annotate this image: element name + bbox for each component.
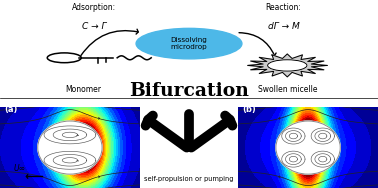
- Polygon shape: [248, 54, 327, 77]
- Text: C → Γ: C → Γ: [82, 22, 107, 31]
- Text: dΓ → M: dΓ → M: [268, 22, 299, 31]
- Text: Swollen micelle: Swollen micelle: [257, 85, 317, 94]
- Text: Bifurcation: Bifurcation: [129, 82, 249, 100]
- Text: U∞: U∞: [14, 164, 26, 173]
- Text: self-propulsion or pumping: self-propulsion or pumping: [144, 176, 234, 182]
- Circle shape: [136, 28, 242, 59]
- Text: Monomer: Monomer: [65, 85, 101, 94]
- Text: (b): (b): [242, 105, 256, 114]
- Text: (a): (a): [4, 105, 17, 114]
- Circle shape: [268, 60, 307, 71]
- Text: Adsorption:: Adsorption:: [73, 3, 116, 12]
- Text: Dissolving
microdrop: Dissolving microdrop: [170, 37, 208, 50]
- Circle shape: [276, 121, 340, 174]
- Text: Reaction:: Reaction:: [266, 3, 301, 12]
- Circle shape: [38, 121, 102, 174]
